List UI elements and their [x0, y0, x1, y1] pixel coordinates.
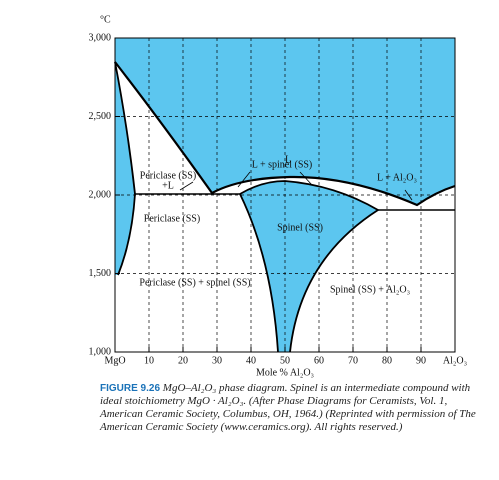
- x-tick-label: 40: [246, 355, 256, 366]
- region-label: Periclase (SS) + spinel (SS): [139, 277, 250, 288]
- region-label: L + Al₂O₃: [377, 172, 417, 183]
- y-tick-label: 3,000: [89, 32, 112, 43]
- x-tick-label: 60: [314, 355, 324, 366]
- y-tick-label: 2,000: [89, 189, 112, 200]
- region-label: +L: [162, 180, 174, 191]
- region-label: Spinel (SS) + Al₂O₃: [330, 284, 410, 295]
- x-tick-label: 30: [212, 355, 222, 366]
- periclase-ss-region: [115, 62, 135, 275]
- chart: °C L L + spinel (SS) Periclase (SS) +L L…: [89, 14, 468, 378]
- figure-label: FIGURE 9.26: [100, 383, 161, 394]
- caption-text: MgO–Al₂O₃ phase diagram. Spinel is an in…: [100, 382, 476, 433]
- spinel-ss-region: [240, 181, 378, 352]
- x-tick-label: 80: [382, 355, 392, 366]
- x-tick-label: 20: [178, 355, 188, 366]
- liquidus: [114, 61, 456, 207]
- region-label: Spinel (SS): [277, 222, 323, 233]
- spinel-boundary: [239, 180, 380, 353]
- liquid-region: [115, 38, 455, 205]
- x-axis-label: Mole % Al₂O₃: [256, 367, 314, 378]
- leader-line: [179, 181, 194, 191]
- x-tick-label: 70: [348, 355, 358, 366]
- leader-line: [299, 171, 313, 186]
- y-tick-label: 1,500: [89, 268, 112, 279]
- leader-line: [237, 171, 251, 188]
- region-label: Periclase (SS): [144, 213, 200, 224]
- region-label: L + spinel (SS): [252, 159, 313, 170]
- caption: FIGURE 9.26 MgO–Al₂O₃ phase diagram. Spi…: [100, 382, 492, 434]
- x-tick-label: 90: [416, 355, 426, 366]
- periclase-solvus: [114, 61, 136, 276]
- y-unit: °C: [100, 14, 111, 25]
- x-tick-label: Al₂O₃: [443, 355, 467, 366]
- leader-line: [404, 189, 413, 201]
- region-label: Periclase (SS): [140, 170, 196, 181]
- x-tick-label: 10: [144, 355, 154, 366]
- y-tick-label: 2,500: [89, 111, 112, 122]
- x-tick-label: MgO: [104, 355, 125, 366]
- x-tick-label: 50: [280, 355, 290, 366]
- region-label: L: [285, 154, 291, 165]
- y-tick-label: 1,000: [89, 346, 112, 357]
